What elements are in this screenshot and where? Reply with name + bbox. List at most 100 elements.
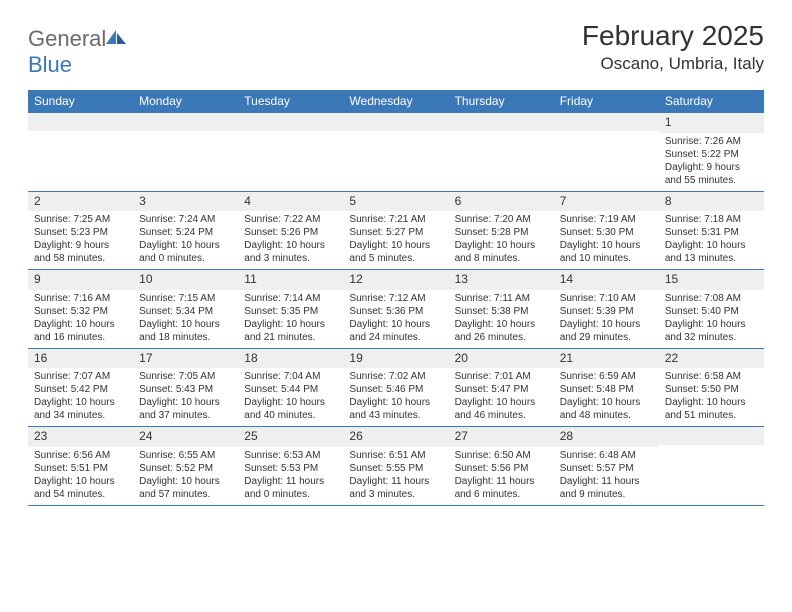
sunset-text: Sunset: 5:38 PM bbox=[455, 305, 548, 318]
day-number: 7 bbox=[554, 192, 659, 212]
header: GeneralBlue February 2025 Oscano, Umbria… bbox=[28, 20, 764, 78]
day-number: 12 bbox=[343, 270, 448, 290]
sunset-text: Sunset: 5:43 PM bbox=[139, 383, 232, 396]
daylight-text: Daylight: 10 hours and 8 minutes. bbox=[455, 239, 548, 265]
daylight-text: Daylight: 10 hours and 48 minutes. bbox=[560, 396, 653, 422]
daylight-text: Daylight: 11 hours and 0 minutes. bbox=[244, 475, 337, 501]
day-content: Sunrise: 6:51 AMSunset: 5:55 PMDaylight:… bbox=[343, 447, 448, 505]
sunset-text: Sunset: 5:34 PM bbox=[139, 305, 232, 318]
calendar-cell: 10Sunrise: 7:15 AMSunset: 5:34 PMDayligh… bbox=[133, 270, 238, 349]
sunset-text: Sunset: 5:28 PM bbox=[455, 226, 548, 239]
calendar-cell: 2Sunrise: 7:25 AMSunset: 5:23 PMDaylight… bbox=[28, 191, 133, 270]
sunrise-text: Sunrise: 7:10 AM bbox=[560, 292, 653, 305]
daylight-text: Daylight: 10 hours and 46 minutes. bbox=[455, 396, 548, 422]
dow-sunday: Sunday bbox=[28, 90, 133, 113]
logo-text-blue: Blue bbox=[28, 52, 72, 77]
sunrise-text: Sunrise: 7:04 AM bbox=[244, 370, 337, 383]
daylight-text: Daylight: 10 hours and 18 minutes. bbox=[139, 318, 232, 344]
day-number: 22 bbox=[659, 349, 764, 369]
dow-wednesday: Wednesday bbox=[343, 90, 448, 113]
sunset-text: Sunset: 5:53 PM bbox=[244, 462, 337, 475]
calendar-cell: 25Sunrise: 6:53 AMSunset: 5:53 PMDayligh… bbox=[238, 427, 343, 506]
calendar-cell: 14 Sunrise: 7:10 AMSunset: 5:39 PMDayligh… bbox=[554, 270, 659, 349]
day-content: Sunrise: 6:50 AMSunset: 5:56 PMDaylight:… bbox=[449, 447, 554, 505]
sunrise-text: Sunrise: 7:15 AM bbox=[139, 292, 232, 305]
daylight-text: Daylight: 10 hours and 51 minutes. bbox=[665, 396, 758, 422]
daylight-text: Daylight: 10 hours and 10 minutes. bbox=[560, 239, 653, 265]
daylight-text: Daylight: 10 hours and 13 minutes. bbox=[665, 239, 758, 265]
day-content: Sunrise: 7:02 AMSunset: 5:46 PMDaylight:… bbox=[343, 368, 448, 426]
sunset-text: Sunset: 5:24 PM bbox=[139, 226, 232, 239]
day-number: 11 bbox=[238, 270, 343, 290]
day-number: 14 bbox=[554, 270, 659, 290]
day-number bbox=[659, 427, 764, 445]
calendar-cell: 15Sunrise: 7:08 AMSunset: 5:40 PMDayligh… bbox=[659, 270, 764, 349]
sunrise-text: Sunrise: 7:25 AM bbox=[34, 213, 127, 226]
day-content: Sunrise: 6:58 AMSunset: 5:50 PMDaylight:… bbox=[659, 368, 764, 426]
calendar-header-row: Sunday Monday Tuesday Wednesday Thursday… bbox=[28, 90, 764, 113]
sunrise-text: Sunrise: 7:22 AM bbox=[244, 213, 337, 226]
day-content: Sunrise: 7:08 AMSunset: 5:40 PMDaylight:… bbox=[659, 290, 764, 348]
calendar-cell: 20Sunrise: 7:01 AMSunset: 5:47 PMDayligh… bbox=[449, 348, 554, 427]
day-number bbox=[238, 113, 343, 131]
sunrise-text: Sunrise: 6:58 AM bbox=[665, 370, 758, 383]
day-number: 10 bbox=[133, 270, 238, 290]
sunset-text: Sunset: 5:51 PM bbox=[34, 462, 127, 475]
calendar-cell: 11Sunrise: 7:14 AMSunset: 5:35 PMDayligh… bbox=[238, 270, 343, 349]
sunset-text: Sunset: 5:42 PM bbox=[34, 383, 127, 396]
dow-saturday: Saturday bbox=[659, 90, 764, 113]
calendar-cell bbox=[28, 113, 133, 192]
sunrise-text: Sunrise: 7:24 AM bbox=[139, 213, 232, 226]
day-content: Sunrise: 7:01 AMSunset: 5:47 PMDaylight:… bbox=[449, 368, 554, 426]
sunset-text: Sunset: 5:30 PM bbox=[560, 226, 653, 239]
sunrise-text: Sunrise: 7:11 AM bbox=[455, 292, 548, 305]
daylight-text: Daylight: 10 hours and 16 minutes. bbox=[34, 318, 127, 344]
day-number: 23 bbox=[28, 427, 133, 447]
sunrise-text: Sunrise: 7:02 AM bbox=[349, 370, 442, 383]
calendar-cell: 6Sunrise: 7:20 AMSunset: 5:28 PMDaylight… bbox=[449, 191, 554, 270]
sunset-text: Sunset: 5:39 PM bbox=[560, 305, 653, 318]
sunset-text: Sunset: 5:46 PM bbox=[349, 383, 442, 396]
sunrise-text: Sunrise: 6:50 AM bbox=[455, 449, 548, 462]
calendar-cell: 4Sunrise: 7:22 AMSunset: 5:26 PMDaylight… bbox=[238, 191, 343, 270]
daylight-text: Daylight: 10 hours and 57 minutes. bbox=[139, 475, 232, 501]
calendar-page: GeneralBlue February 2025 Oscano, Umbria… bbox=[0, 0, 792, 516]
sunset-text: Sunset: 5:57 PM bbox=[560, 462, 653, 475]
calendar-week: 9Sunrise: 7:16 AMSunset: 5:32 PMDaylight… bbox=[28, 270, 764, 349]
daylight-text: Daylight: 10 hours and 29 minutes. bbox=[560, 318, 653, 344]
day-number: 8 bbox=[659, 192, 764, 212]
calendar-cell bbox=[659, 427, 764, 506]
daylight-text: Daylight: 10 hours and 0 minutes. bbox=[139, 239, 232, 265]
day-content: Sunrise: 7:14 AMSunset: 5:35 PMDaylight:… bbox=[238, 290, 343, 348]
day-content: Sunrise: 7:25 AMSunset: 5:23 PMDaylight:… bbox=[28, 211, 133, 269]
calendar-cell: 9Sunrise: 7:16 AMSunset: 5:32 PMDaylight… bbox=[28, 270, 133, 349]
sunset-text: Sunset: 5:23 PM bbox=[34, 226, 127, 239]
sunset-text: Sunset: 5:48 PM bbox=[560, 383, 653, 396]
sunrise-text: Sunrise: 7:20 AM bbox=[455, 213, 548, 226]
day-number: 4 bbox=[238, 192, 343, 212]
day-number: 25 bbox=[238, 427, 343, 447]
day-number bbox=[343, 113, 448, 131]
calendar-week: 1Sunrise: 7:26 AMSunset: 5:22 PMDaylight… bbox=[28, 113, 764, 192]
calendar-body: 1Sunrise: 7:26 AMSunset: 5:22 PMDaylight… bbox=[28, 113, 764, 506]
sunset-text: Sunset: 5:55 PM bbox=[349, 462, 442, 475]
day-content: Sunrise: 7:22 AMSunset: 5:26 PMDaylight:… bbox=[238, 211, 343, 269]
calendar-cell: 28Sunrise: 6:48 AMSunset: 5:57 PMDayligh… bbox=[554, 427, 659, 506]
sunrise-text: Sunrise: 7:26 AM bbox=[665, 135, 758, 148]
calendar-cell bbox=[238, 113, 343, 192]
daylight-text: Daylight: 10 hours and 21 minutes. bbox=[244, 318, 337, 344]
sunset-text: Sunset: 5:52 PM bbox=[139, 462, 232, 475]
day-number bbox=[28, 113, 133, 131]
daylight-text: Daylight: 11 hours and 3 minutes. bbox=[349, 475, 442, 501]
day-number: 2 bbox=[28, 192, 133, 212]
logo-text-gray: General bbox=[28, 26, 106, 51]
logo: GeneralBlue bbox=[28, 26, 128, 78]
day-content: Sunrise: 7:11 AMSunset: 5:38 PMDaylight:… bbox=[449, 290, 554, 348]
day-number: 5 bbox=[343, 192, 448, 212]
day-content: Sunrise: 7:18 AMSunset: 5:31 PMDaylight:… bbox=[659, 211, 764, 269]
day-content: Sunrise: 7:16 AMSunset: 5:32 PMDaylight:… bbox=[28, 290, 133, 348]
day-number: 16 bbox=[28, 349, 133, 369]
day-number: 1 bbox=[659, 113, 764, 133]
day-content: Sunrise: 6:48 AMSunset: 5:57 PMDaylight:… bbox=[554, 447, 659, 505]
day-content: Sunrise: 7:15 AMSunset: 5:34 PMDaylight:… bbox=[133, 290, 238, 348]
